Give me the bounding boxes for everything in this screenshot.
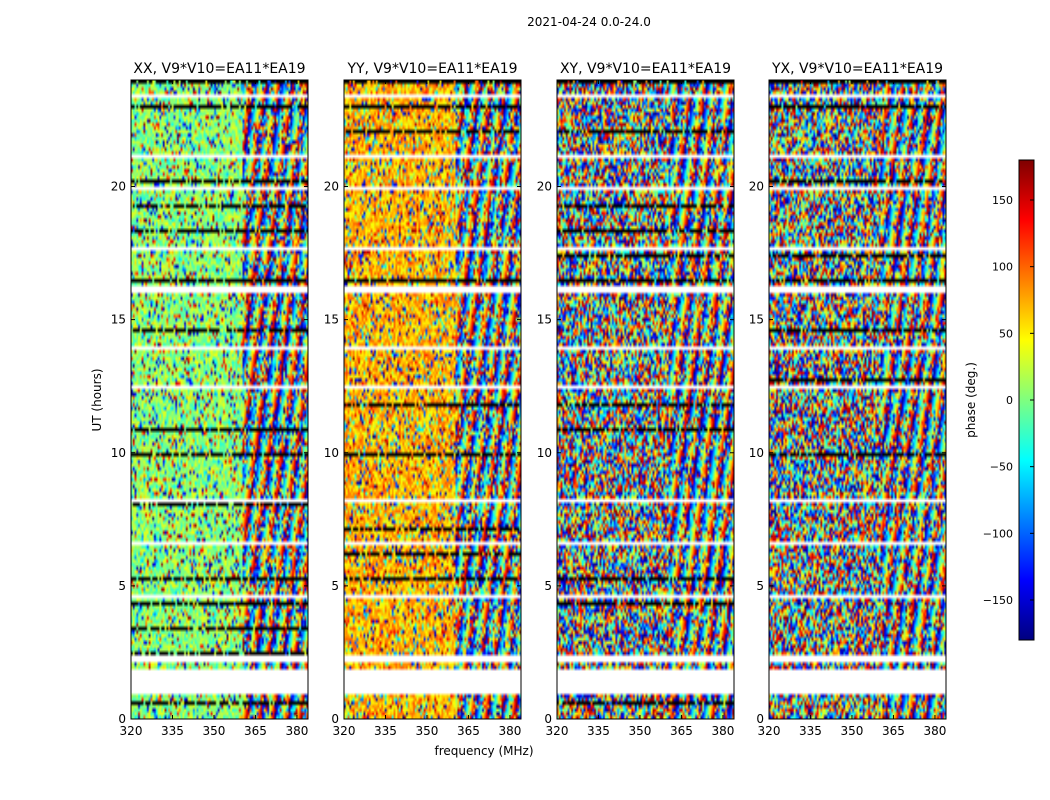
x-tick-label: 380 xyxy=(711,724,734,738)
y-tick-label: 0 xyxy=(756,712,764,726)
x-axis-label: frequency (MHz) xyxy=(434,744,533,758)
panel-frame-0 xyxy=(130,79,309,720)
panel-title-2: XY, V9*V10=EA11*EA19 xyxy=(560,61,731,77)
y-tick-label: 20 xyxy=(537,180,552,194)
panel-1: YY, V9*V10=EA11*EA19 320 335 350 365 380 0 5 10 1… xyxy=(324,61,522,738)
y-tick-label: 15 xyxy=(324,313,339,327)
colorbar-tick-label: 50 xyxy=(999,327,1013,340)
x-tick-label: 365 xyxy=(457,724,480,738)
y-tick-label: 15 xyxy=(111,313,126,327)
x-tick-label: 350 xyxy=(416,724,439,738)
x-tick-label: 320 xyxy=(120,724,143,738)
panel-frame-2 xyxy=(556,79,735,720)
y-tick-label: 5 xyxy=(118,579,126,593)
panel-title-0: XX, V9*V10=EA11*EA19 xyxy=(133,61,305,77)
y-tick-label: 20 xyxy=(749,180,764,194)
x-tick-label: 365 xyxy=(882,724,905,738)
x-tick-label: 380 xyxy=(285,724,308,738)
x-tick-label: 335 xyxy=(161,724,184,738)
phase-heatmap-1 xyxy=(344,80,521,719)
x-tick-label: 335 xyxy=(799,724,822,738)
colorbar-ticks: 150 100 50 0 −50 −100 −150 xyxy=(983,194,1034,607)
x-tick-label: 335 xyxy=(587,724,610,738)
panels: XX, V9*V10=EA11*EA19 320 335 350 365 380 0 5 10 1… xyxy=(111,61,947,738)
x-tick-label: 335 xyxy=(374,724,397,738)
phase-heatmap-3 xyxy=(769,80,946,719)
y-tick-label: 10 xyxy=(537,446,552,460)
y-tick-label: 0 xyxy=(544,712,552,726)
panel-2: XY, V9*V10=EA11*EA19 320 335 350 365 380 0 5 10 1… xyxy=(537,61,735,738)
y-tick-label: 5 xyxy=(756,579,764,593)
x-tick-label: 380 xyxy=(498,724,521,738)
y-tick-label: 10 xyxy=(324,446,339,460)
y-axis-label: UT (hours) xyxy=(90,368,104,431)
colorbar-tick-label: −50 xyxy=(990,461,1013,474)
panel-0: XX, V9*V10=EA11*EA19 320 335 350 365 380 0 5 10 1… xyxy=(111,61,309,738)
panel-title-3: YX, V9*V10=EA11*EA19 xyxy=(771,61,943,77)
panel-frame-3 xyxy=(768,79,947,720)
x-tick-label: 350 xyxy=(203,724,226,738)
x-tick-label: 350 xyxy=(629,724,652,738)
y-tick-label: 5 xyxy=(331,579,339,593)
y-tick-label: 15 xyxy=(749,313,764,327)
phase-heatmap-0 xyxy=(131,80,308,719)
colorbar-tick-label: 100 xyxy=(992,261,1013,274)
colorbar-tick-label: 0 xyxy=(1006,394,1013,407)
y-tick-label: 20 xyxy=(324,180,339,194)
x-tick-label: 380 xyxy=(923,724,946,738)
x-tick-label: 320 xyxy=(758,724,781,738)
colorbar-tick-label: 150 xyxy=(992,194,1013,207)
colorbar-label: phase (deg.) xyxy=(964,362,978,438)
x-tick-label: 365 xyxy=(670,724,693,738)
y-tick-label: 10 xyxy=(111,446,126,460)
colorbar-tick-label: −150 xyxy=(983,594,1013,607)
y-tick-label: 15 xyxy=(537,313,552,327)
colorbar: 150 100 50 0 −50 −100 −150 phase (deg.) xyxy=(964,159,1035,641)
panel-frame-1 xyxy=(343,79,522,720)
suptitle: 2021-04-24 0.0-24.0 xyxy=(527,15,651,29)
phase-heatmap-2 xyxy=(557,80,734,719)
panel-3: YX, V9*V10=EA11*EA19 320 335 350 365 380 0 5 10 1… xyxy=(749,61,947,738)
panel-title-1: YY, V9*V10=EA11*EA19 xyxy=(346,61,517,77)
y-tick-label: 0 xyxy=(118,712,126,726)
y-tick-label: 10 xyxy=(749,446,764,460)
x-tick-label: 320 xyxy=(333,724,356,738)
x-tick-label: 320 xyxy=(546,724,569,738)
x-tick-label: 365 xyxy=(244,724,267,738)
y-tick-label: 0 xyxy=(331,712,339,726)
y-tick-label: 20 xyxy=(111,180,126,194)
y-tick-label: 5 xyxy=(544,579,552,593)
x-tick-label: 350 xyxy=(841,724,864,738)
colorbar-tick-label: −100 xyxy=(983,527,1013,540)
